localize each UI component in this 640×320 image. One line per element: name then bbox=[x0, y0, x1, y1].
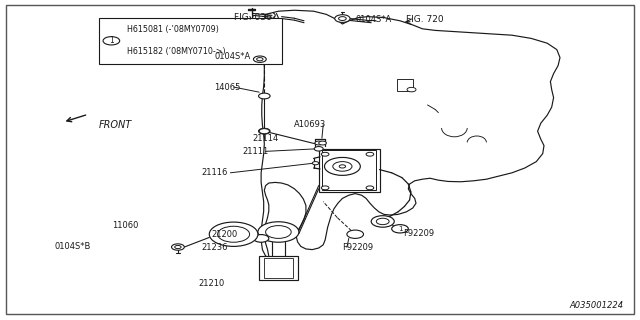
Circle shape bbox=[335, 15, 350, 22]
Circle shape bbox=[371, 216, 394, 227]
Circle shape bbox=[392, 225, 408, 233]
Circle shape bbox=[333, 162, 352, 171]
Text: 21236: 21236 bbox=[202, 243, 228, 252]
Circle shape bbox=[175, 245, 181, 249]
Text: A035001224: A035001224 bbox=[570, 301, 624, 310]
Text: 21114: 21114 bbox=[253, 134, 279, 143]
Text: 21116: 21116 bbox=[202, 168, 228, 177]
Circle shape bbox=[339, 17, 346, 20]
FancyBboxPatch shape bbox=[264, 258, 293, 278]
Circle shape bbox=[314, 147, 323, 151]
Text: FRONT: FRONT bbox=[99, 120, 132, 130]
Text: F92209: F92209 bbox=[403, 229, 435, 238]
Text: 11060: 11060 bbox=[112, 221, 138, 230]
Circle shape bbox=[376, 218, 389, 225]
FancyBboxPatch shape bbox=[322, 150, 376, 190]
Text: 1: 1 bbox=[109, 36, 114, 45]
Circle shape bbox=[321, 152, 329, 156]
Circle shape bbox=[339, 165, 346, 168]
FancyBboxPatch shape bbox=[259, 256, 298, 280]
Text: H615182 (’08MY0710->): H615182 (’08MY0710->) bbox=[127, 47, 226, 56]
Text: FIG. 036: FIG. 036 bbox=[234, 13, 271, 22]
FancyBboxPatch shape bbox=[319, 149, 380, 192]
Circle shape bbox=[347, 230, 364, 238]
Text: 1: 1 bbox=[397, 226, 403, 232]
Circle shape bbox=[259, 129, 269, 134]
Circle shape bbox=[253, 56, 266, 62]
Text: H615081 (-’08MY0709): H615081 (-’08MY0709) bbox=[127, 25, 220, 34]
Circle shape bbox=[312, 162, 319, 165]
Circle shape bbox=[266, 226, 291, 238]
Circle shape bbox=[209, 222, 258, 246]
FancyBboxPatch shape bbox=[397, 79, 413, 91]
Circle shape bbox=[315, 141, 323, 145]
Circle shape bbox=[321, 186, 329, 190]
Text: 0104S*A: 0104S*A bbox=[214, 52, 251, 61]
Circle shape bbox=[253, 235, 269, 242]
FancyBboxPatch shape bbox=[99, 18, 282, 64]
Circle shape bbox=[324, 157, 360, 175]
Text: 21200: 21200 bbox=[211, 230, 237, 239]
Text: 0104S*B: 0104S*B bbox=[54, 242, 91, 251]
Circle shape bbox=[257, 58, 263, 61]
Circle shape bbox=[103, 36, 120, 45]
Text: A10693: A10693 bbox=[294, 120, 326, 129]
Text: 21111: 21111 bbox=[242, 147, 268, 156]
Circle shape bbox=[172, 244, 184, 250]
Text: 0104S*A: 0104S*A bbox=[355, 15, 392, 24]
Circle shape bbox=[366, 186, 374, 190]
Text: F92209: F92209 bbox=[342, 244, 374, 252]
Circle shape bbox=[218, 226, 250, 242]
Circle shape bbox=[407, 87, 416, 92]
Text: 21210: 21210 bbox=[198, 279, 225, 288]
Circle shape bbox=[366, 152, 374, 156]
Circle shape bbox=[259, 93, 270, 99]
Text: FIG. 720: FIG. 720 bbox=[406, 15, 444, 24]
Text: 14065: 14065 bbox=[214, 83, 241, 92]
Circle shape bbox=[259, 128, 270, 134]
FancyBboxPatch shape bbox=[6, 5, 634, 314]
Circle shape bbox=[319, 141, 326, 145]
Circle shape bbox=[258, 222, 299, 242]
